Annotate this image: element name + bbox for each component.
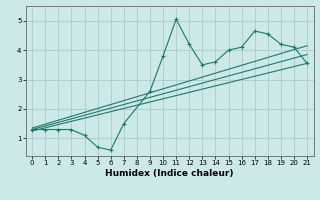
- X-axis label: Humidex (Indice chaleur): Humidex (Indice chaleur): [105, 169, 234, 178]
